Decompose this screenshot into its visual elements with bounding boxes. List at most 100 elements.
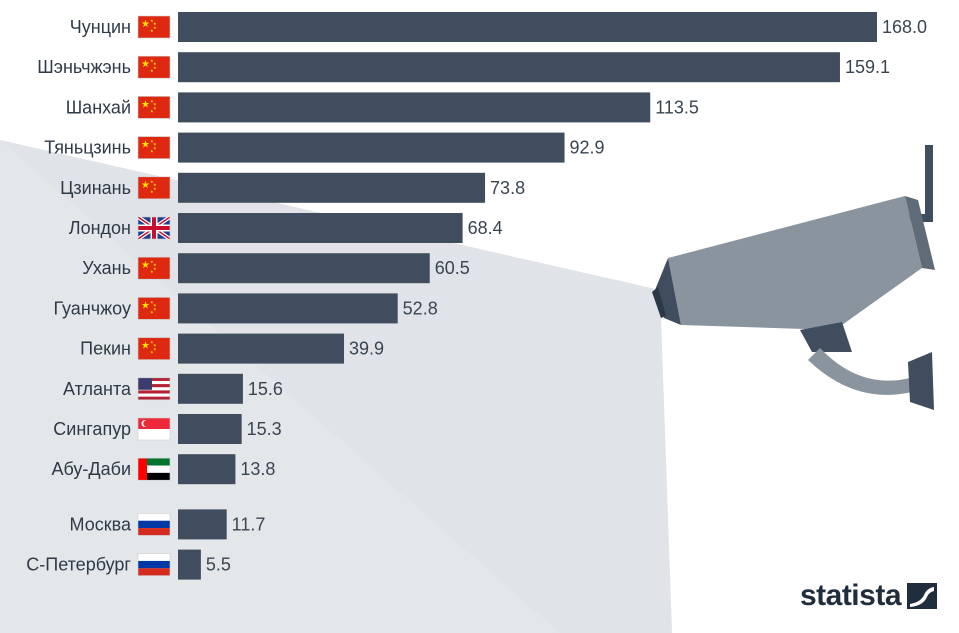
category-label: Абу-Даби	[52, 459, 131, 479]
category-label: Чунцин	[70, 17, 131, 37]
category-label: Пекин	[80, 339, 131, 359]
bar-row: Лондон 68.4	[69, 213, 503, 243]
svg-text:★: ★	[153, 347, 157, 352]
svg-text:★: ★	[150, 350, 154, 355]
category-label: Шанхай	[66, 97, 131, 117]
bar-row: Шэньчжэнь ★ ★★★★ 159.1	[37, 52, 890, 83]
svg-text:★: ★	[153, 266, 157, 271]
flag-cn-icon: ★ ★★★★	[137, 96, 171, 119]
svg-text:★: ★	[153, 146, 157, 151]
category-label: Москва	[70, 514, 132, 534]
bar-row: Атланта 15.6	[63, 373, 283, 404]
bar	[178, 172, 486, 203]
flag-cn-icon: ★ ★★★★	[137, 55, 171, 79]
bar	[178, 454, 236, 485]
svg-text:★: ★	[150, 28, 154, 33]
value-label: 60.5	[435, 258, 470, 278]
svg-text:★: ★	[141, 180, 150, 191]
category-label: Шэньчжэнь	[37, 57, 131, 77]
bar	[178, 52, 840, 83]
value-label: 73.8	[490, 178, 525, 198]
bar-row: С-Петербург 5.5	[26, 549, 231, 580]
bar-row: Гуанчжоу ★ ★★★★ 52.8	[53, 293, 438, 324]
bar-row: Шанхай ★ ★★★★ 113.5	[66, 92, 699, 123]
value-label: 11.7	[232, 514, 266, 534]
category-label: С-Петербург	[26, 555, 131, 575]
bar	[178, 549, 201, 580]
security-camera-icon	[652, 145, 935, 410]
flag-cn-icon: ★ ★★★★	[137, 256, 171, 280]
svg-text:★: ★	[153, 142, 157, 147]
value-label: 92.9	[570, 138, 605, 158]
svg-text:★: ★	[153, 302, 157, 307]
bar-row: Сингапур 15.3	[53, 414, 282, 444]
bar	[178, 12, 877, 42]
flag-cn-icon: ★ ★★★★	[137, 297, 171, 320]
bar-row: Абу-Даби 13.8	[52, 454, 275, 485]
svg-text:★: ★	[150, 269, 154, 274]
svg-text:★: ★	[153, 182, 157, 187]
bar	[178, 333, 345, 364]
bar-row: Чунцин ★ ★★★★ 168.0	[70, 12, 927, 42]
svg-text:★: ★	[150, 108, 154, 113]
bar	[178, 213, 463, 243]
value-label: 15.3	[247, 419, 282, 439]
value-label: 68.4	[468, 218, 503, 238]
svg-text:★: ★	[153, 25, 157, 30]
svg-text:★: ★	[141, 59, 150, 70]
svg-text:★: ★	[141, 300, 150, 311]
flag-sg-icon	[137, 417, 171, 441]
svg-text:★: ★	[150, 58, 154, 63]
bar-row: Москва 11.7	[70, 509, 266, 540]
category-label: Гуанчжоу	[53, 298, 131, 318]
category-label: Ухань	[82, 258, 131, 278]
svg-text:★: ★	[141, 140, 150, 151]
bar	[178, 293, 398, 324]
bar	[178, 509, 227, 540]
flag-ae-icon	[137, 457, 171, 481]
flag-gb-icon	[136, 215, 172, 241]
bar	[178, 373, 243, 404]
svg-text:★: ★	[150, 340, 154, 345]
category-label: Сингапур	[53, 419, 131, 439]
flag-ru-icon	[137, 553, 171, 576]
svg-text:★: ★	[153, 61, 157, 66]
flag-cn-icon: ★ ★★★★	[137, 337, 171, 360]
svg-text:★: ★	[153, 101, 157, 106]
flag-us-icon	[137, 377, 171, 401]
svg-text:★: ★	[141, 99, 150, 110]
category-label: Лондон	[69, 218, 131, 238]
statista-logo: statista	[800, 579, 937, 613]
svg-text:★: ★	[150, 98, 154, 103]
svg-text:★: ★	[153, 186, 157, 191]
svg-text:★: ★	[150, 149, 154, 154]
bar-row: Пекин ★ ★★★★ 39.9	[80, 333, 384, 364]
svg-text:★: ★	[150, 299, 154, 304]
value-label: 159.1	[845, 57, 890, 77]
svg-text:★: ★	[153, 262, 157, 267]
category-label: Тяньцзинь	[44, 138, 131, 158]
svg-text:★: ★	[141, 260, 150, 271]
svg-text:★: ★	[150, 68, 154, 73]
flag-ru-icon	[137, 513, 171, 536]
value-label: 52.8	[403, 298, 438, 318]
value-label: 113.5	[655, 97, 699, 117]
flag-cn-icon: ★ ★★★★	[137, 136, 171, 159]
svg-text:★: ★	[150, 179, 154, 184]
value-label: 15.6	[248, 379, 283, 399]
svg-text:★: ★	[153, 105, 157, 110]
statista-logo-icon	[907, 583, 937, 609]
flag-cn-icon: ★ ★★★★	[137, 176, 171, 200]
flag-cn-icon: ★ ★★★★	[137, 15, 171, 39]
bar	[178, 414, 242, 444]
bar-row: Тяньцзинь ★ ★★★★ 92.9	[44, 132, 605, 163]
bar	[178, 132, 565, 163]
brand-name: statista	[799, 579, 902, 612]
svg-text:★: ★	[141, 341, 150, 352]
svg-text:★: ★	[150, 189, 154, 194]
svg-text:★: ★	[150, 259, 154, 264]
svg-text:★: ★	[150, 309, 154, 314]
svg-text:★: ★	[153, 306, 157, 311]
bar-row: Цзинань ★ ★★★★ 73.8	[60, 172, 525, 203]
